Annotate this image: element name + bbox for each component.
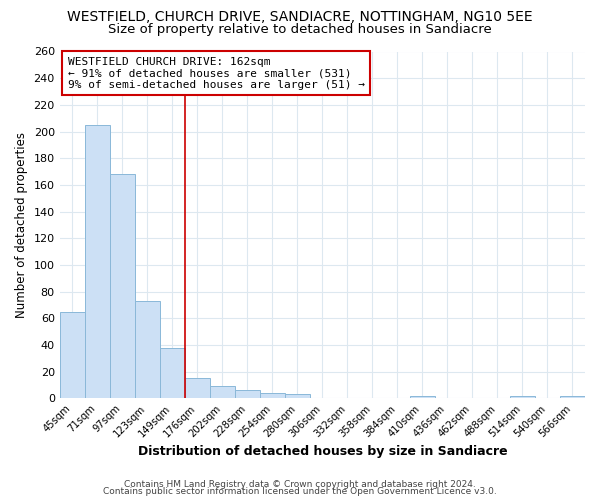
Bar bbox=[260, 393, 285, 398]
Bar bbox=[110, 174, 135, 398]
Bar bbox=[235, 390, 260, 398]
Bar bbox=[185, 378, 210, 398]
Bar bbox=[59, 312, 85, 398]
Bar bbox=[285, 394, 310, 398]
Text: Contains public sector information licensed under the Open Government Licence v3: Contains public sector information licen… bbox=[103, 487, 497, 496]
Text: Size of property relative to detached houses in Sandiacre: Size of property relative to detached ho… bbox=[108, 22, 492, 36]
Text: WESTFIELD CHURCH DRIVE: 162sqm
← 91% of detached houses are smaller (531)
9% of : WESTFIELD CHURCH DRIVE: 162sqm ← 91% of … bbox=[68, 56, 365, 90]
Bar bbox=[410, 396, 435, 398]
Bar bbox=[210, 386, 235, 398]
Bar bbox=[135, 301, 160, 398]
Text: WESTFIELD, CHURCH DRIVE, SANDIACRE, NOTTINGHAM, NG10 5EE: WESTFIELD, CHURCH DRIVE, SANDIACRE, NOTT… bbox=[67, 10, 533, 24]
Bar bbox=[160, 348, 185, 399]
Y-axis label: Number of detached properties: Number of detached properties bbox=[15, 132, 28, 318]
Bar bbox=[560, 396, 585, 398]
Bar bbox=[510, 396, 535, 398]
Bar bbox=[85, 125, 110, 398]
Text: Contains HM Land Registry data © Crown copyright and database right 2024.: Contains HM Land Registry data © Crown c… bbox=[124, 480, 476, 489]
X-axis label: Distribution of detached houses by size in Sandiacre: Distribution of detached houses by size … bbox=[137, 444, 507, 458]
